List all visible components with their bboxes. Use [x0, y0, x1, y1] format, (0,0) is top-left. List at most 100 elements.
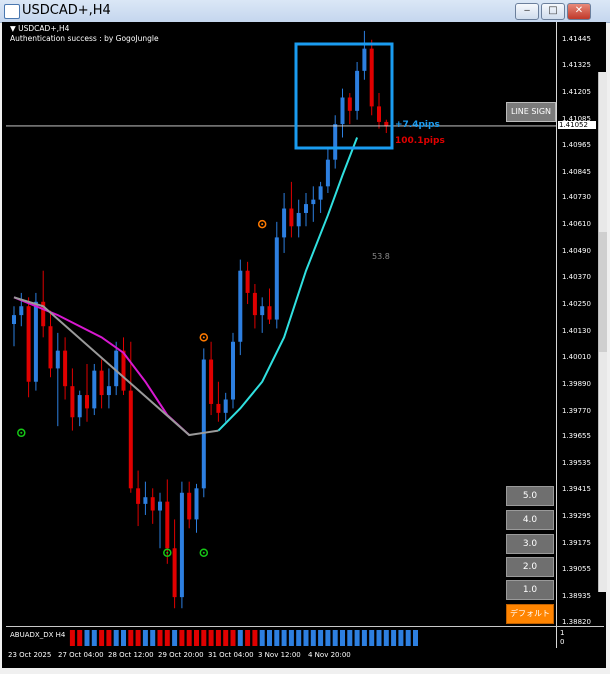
zoom-4-button[interactable]: 4.0	[506, 510, 554, 530]
signal-marker-dot	[202, 336, 205, 339]
line-sign-button[interactable]: LINE SIGN	[506, 102, 556, 122]
candle-body	[340, 97, 345, 125]
chart-window-icon	[4, 4, 20, 19]
indicator-bar	[179, 630, 185, 646]
candle-body	[245, 270, 250, 293]
candle-body	[223, 399, 228, 413]
candle-body	[143, 497, 148, 504]
signal-marker-dot	[20, 431, 23, 434]
candle-body	[252, 292, 257, 316]
candle-body	[194, 488, 199, 520]
candle-body	[106, 386, 111, 396]
candle-body	[165, 501, 170, 549]
pips-total-label: 100.1pips	[395, 136, 445, 146]
signal-marker	[257, 219, 267, 229]
signal-marker-dot	[166, 551, 169, 554]
price-chart[interactable]: +7.4pips 100.1pips 53.8	[6, 22, 556, 626]
price-tick-label: 1.40845	[562, 167, 591, 176]
window-titlebar: USDCAD+,H4 ‒ □ ✕	[0, 0, 610, 23]
candle-body	[333, 124, 338, 160]
indicator-bar	[405, 630, 411, 646]
candle-body	[114, 350, 119, 387]
indicator-bar	[237, 630, 243, 646]
zoom-3-button[interactable]: 3.0	[506, 534, 554, 554]
value-label: 53.8	[372, 252, 390, 261]
zoom-1-button[interactable]: 1.0	[506, 580, 554, 600]
indicator-bar	[267, 630, 272, 646]
indicator-bar	[135, 630, 141, 646]
indicator-bar	[128, 630, 134, 646]
zoom-2-button[interactable]: 2.0	[506, 557, 554, 577]
pane-separator[interactable]	[6, 626, 604, 627]
indicator-bar	[296, 630, 302, 646]
vertical-scrollbar[interactable]	[598, 72, 607, 592]
candle-body	[187, 492, 192, 520]
candle-body	[347, 97, 352, 111]
scrollbar-thumb[interactable]	[599, 232, 607, 352]
signal-marker	[17, 428, 26, 438]
candle-body	[304, 204, 308, 213]
indicator-bar	[150, 630, 156, 646]
price-tick-label: 1.41325	[562, 61, 591, 70]
time-tick-label: 28 Oct 12:00	[108, 651, 154, 659]
candle-body	[70, 386, 75, 418]
indicator-bar	[69, 630, 75, 646]
indicator-bar	[201, 630, 207, 646]
price-tick-label: 1.40965	[562, 141, 591, 150]
candle-body	[377, 106, 381, 122]
candle-body	[238, 270, 243, 342]
indicator-bar	[281, 630, 287, 646]
candle-body	[55, 350, 60, 369]
indicator-bar	[369, 630, 375, 646]
signal-marker	[199, 548, 209, 557]
indicator-bar	[325, 630, 331, 646]
candle-body	[311, 199, 316, 205]
candle-body	[121, 350, 126, 391]
current-price-label: 1.41052	[558, 120, 596, 129]
indicator-bar	[398, 630, 404, 646]
candle-body	[12, 315, 16, 324]
candle-body	[48, 326, 53, 369]
candle-body	[355, 70, 360, 111]
indicator-bar	[274, 630, 280, 646]
close-button[interactable]: ✕	[567, 3, 591, 20]
indicator-bar	[340, 630, 345, 646]
price-tick-label: 1.40610	[562, 220, 591, 229]
time-tick-label: 31 Oct 04:00	[208, 651, 254, 659]
price-tick-label: 1.39055	[562, 565, 591, 574]
indicator-bar	[318, 630, 324, 646]
candle-body	[296, 212, 301, 227]
candle-body	[136, 488, 141, 504]
price-tick-label: 1.40730	[562, 193, 591, 202]
candle-body	[158, 501, 162, 511]
indicator-axis-max: 1	[560, 629, 565, 637]
price-tick-label: 1.40370	[562, 273, 591, 282]
minimize-button[interactable]: ‒	[515, 3, 539, 20]
chart-symbol-label: ▼ USDCAD+,H4	[10, 24, 70, 33]
indicator-bar	[354, 630, 360, 646]
indicator-bar	[332, 630, 338, 646]
highlight-box	[294, 42, 394, 150]
indicator-bar	[413, 630, 418, 646]
candle-body	[99, 370, 104, 396]
indicator-bar	[288, 630, 294, 646]
candle-body	[26, 306, 31, 382]
indicator-bar	[223, 630, 229, 646]
indicator-bar	[164, 630, 170, 646]
indicator-bar	[106, 630, 112, 646]
signal-marker	[199, 333, 209, 342]
maximize-button[interactable]: □	[541, 3, 565, 20]
signal-marker-dot	[202, 551, 205, 554]
indicator-bar	[376, 630, 382, 646]
indicator-bar	[252, 630, 258, 646]
indicator-bar	[121, 630, 126, 646]
zoom-5-button[interactable]: 5.0	[506, 486, 554, 506]
indicator-bar	[208, 630, 214, 646]
default-button[interactable]: デフォルト	[506, 604, 554, 624]
price-tick-label: 1.41445	[562, 34, 591, 43]
price-tick-label: 1.38935	[562, 592, 591, 601]
price-tick-label: 1.39415	[562, 485, 591, 494]
time-tick-label: 29 Oct 20:00	[158, 651, 204, 659]
candle-body	[362, 48, 367, 71]
indicator-pane[interactable]	[6, 628, 556, 648]
